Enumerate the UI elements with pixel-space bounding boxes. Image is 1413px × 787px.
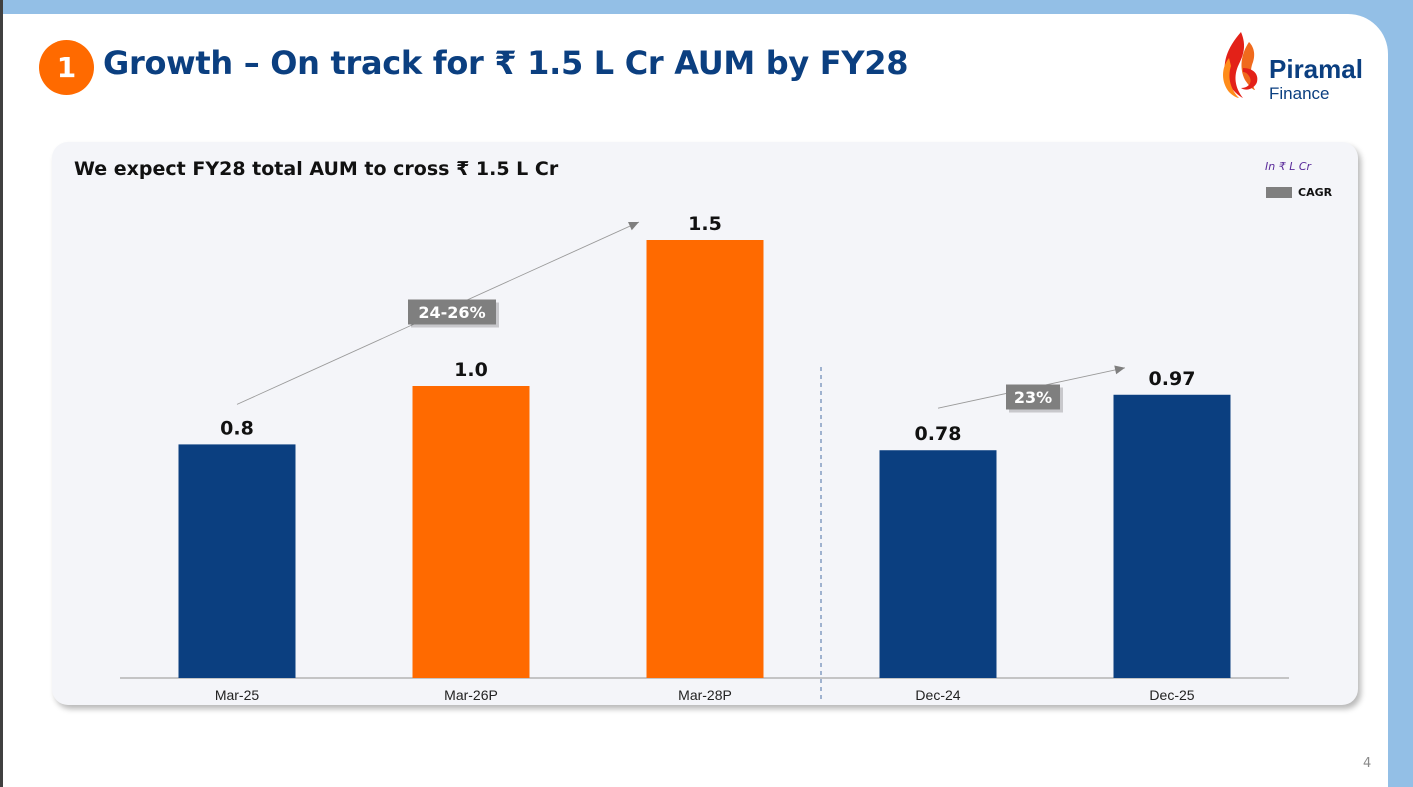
tick-label-mar-25: Mar-25 (215, 687, 260, 703)
aum-bar-chart: 0.8 Mar-25 1.0 Mar-26P 1.5 Mar-28P 0.78 Dec-24 0… (120, 213, 1289, 703)
legend-label: CAGR (1298, 186, 1333, 199)
legend-swatch (1266, 187, 1292, 198)
bar-dec-25 (1113, 394, 1231, 678)
cagr-annotation-right-box (1006, 384, 1060, 410)
data-label-mar-25: 0.8 (220, 417, 254, 439)
bar-mar-26p (412, 386, 530, 678)
data-label-mar-28p: 1.5 (688, 213, 722, 235)
tick-label-mar-26p: Mar-26P (444, 687, 498, 703)
cagr-annotation-left-box (408, 299, 496, 325)
tick-label-dec-24: Dec-24 (915, 687, 960, 703)
logo-name: Piramal (1269, 54, 1363, 84)
tick-label-mar-28p: Mar-28P (678, 687, 732, 703)
data-label-dec-25: 0.97 (1149, 368, 1196, 390)
cagr-annotation-right-label: 23% (1014, 388, 1052, 407)
flame-icon (1223, 32, 1258, 98)
bar-dec-24 (879, 450, 997, 678)
slide-number-badge: 1 (39, 40, 94, 95)
bar-mar-28p (646, 240, 764, 678)
piramal-logo: Piramal Finance (1213, 28, 1373, 108)
window-edge (0, 0, 3, 787)
tick-label-dec-25: Dec-25 (1149, 687, 1194, 703)
cagr-annotation-left-arrow-head (628, 222, 639, 231)
slide-title: Growth – On track for ₹ 1.5 L Cr AUM by … (103, 44, 909, 82)
cagr-annotation-right-arrow-head (1114, 365, 1125, 375)
chart-card: We expect FY28 total AUM to cross ₹ 1.5 … (52, 142, 1358, 705)
cagr-annotation-left-label: 24-26% (418, 303, 485, 322)
data-label-dec-24: 0.78 (915, 423, 962, 445)
legend: CAGR (1266, 186, 1332, 199)
bar-mar-25 (178, 444, 296, 678)
logo-sub: Finance (1269, 84, 1330, 103)
page-number: 4 (1363, 756, 1372, 771)
data-label-mar-26p: 1.0 (454, 359, 488, 381)
chart-title: We expect FY28 total AUM to cross ₹ 1.5 … (74, 158, 559, 180)
unit-note: In ₹ L Cr (1265, 160, 1312, 173)
